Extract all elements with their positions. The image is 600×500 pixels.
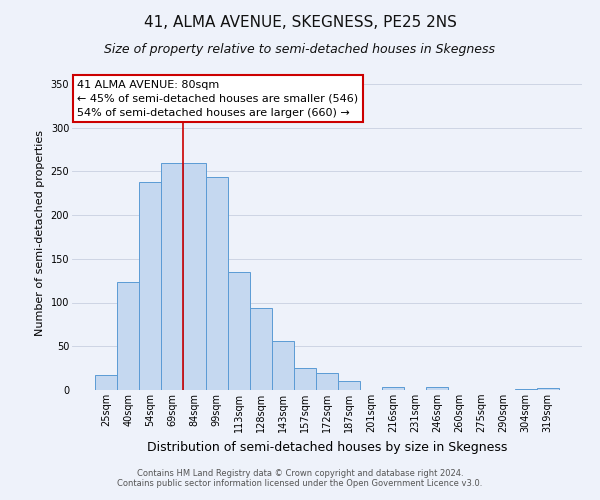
Bar [338,381,360,390]
Text: Contains HM Land Registry data © Crown copyright and database right 2024.: Contains HM Land Registry data © Crown c… [137,468,463,477]
Bar [206,178,227,390]
Bar [294,368,316,390]
Bar [227,272,250,390]
Text: 41 ALMA AVENUE: 80sqm
← 45% of semi-detached houses are smaller (546)
54% of sem: 41 ALMA AVENUE: 80sqm ← 45% of semi-deta… [77,80,358,118]
Y-axis label: Number of semi-detached properties: Number of semi-detached properties [35,130,45,336]
Text: Contains public sector information licensed under the Open Government Licence v3: Contains public sector information licen… [118,478,482,488]
Bar [316,372,338,390]
Bar [117,282,139,390]
Text: Size of property relative to semi-detached houses in Skegness: Size of property relative to semi-detach… [104,42,496,56]
Bar [515,389,537,390]
Bar [161,164,184,390]
Bar [382,388,404,390]
Bar [427,386,448,390]
Bar [537,388,559,390]
Bar [184,164,206,390]
X-axis label: Distribution of semi-detached houses by size in Skegness: Distribution of semi-detached houses by … [147,440,507,454]
Bar [250,308,272,390]
Bar [272,341,294,390]
Bar [95,375,117,390]
Text: 41, ALMA AVENUE, SKEGNESS, PE25 2NS: 41, ALMA AVENUE, SKEGNESS, PE25 2NS [143,15,457,30]
Bar [139,182,161,390]
